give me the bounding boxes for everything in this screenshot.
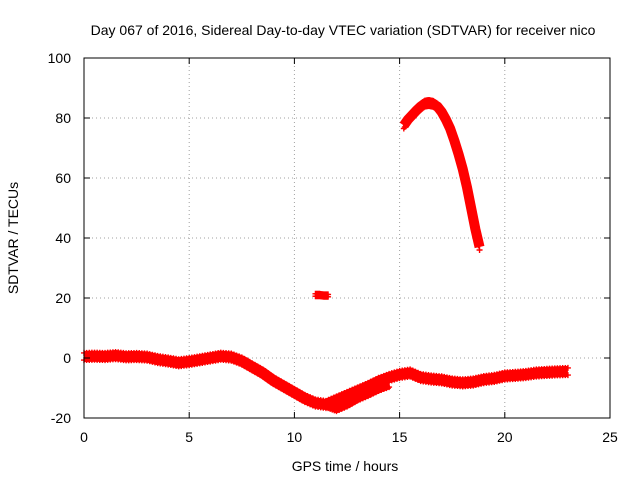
- data-point: [469, 207, 476, 214]
- data-point: [469, 213, 476, 220]
- data-point: [564, 372, 571, 379]
- data-point: [455, 148, 462, 154]
- data-point: [467, 196, 474, 203]
- data-point: [475, 236, 482, 243]
- data-point: [468, 202, 475, 208]
- data-point: [456, 151, 463, 158]
- y-tick-label: 60: [55, 170, 71, 186]
- data-point: [476, 241, 483, 247]
- data-point: [466, 197, 473, 204]
- data-point: [325, 293, 332, 300]
- y-tick-label: 100: [48, 50, 72, 66]
- axis-ticks: 0 5 10 15 20 25 -20 0 20 40 60 80 100: [48, 50, 618, 445]
- data-point: [470, 218, 477, 225]
- data-point: [470, 212, 477, 219]
- data-point: [450, 131, 457, 138]
- data-point: [467, 202, 474, 209]
- series-band: [326, 378, 392, 414]
- data-point: [386, 376, 393, 383]
- x-tick-label: 25: [602, 429, 618, 445]
- series-main-track: [81, 349, 571, 412]
- data-point: [453, 141, 460, 148]
- data-point: [464, 186, 471, 193]
- data-point: [468, 208, 475, 214]
- data-point: [458, 159, 465, 166]
- data-point: [464, 192, 471, 199]
- data-point: [462, 176, 469, 183]
- x-tick-label: 5: [185, 429, 193, 445]
- data-point: [386, 384, 393, 391]
- data-point: [466, 191, 473, 198]
- y-tick-label: 20: [55, 290, 71, 306]
- data-point: [449, 128, 456, 135]
- data-point: [471, 217, 478, 224]
- data-point: [564, 364, 571, 371]
- x-tick-label: 10: [287, 429, 303, 445]
- data-point: [448, 125, 455, 132]
- data-point: [451, 134, 458, 141]
- data-point: [476, 247, 483, 253]
- series-dip-branch: [325, 376, 393, 415]
- data-point: [463, 187, 470, 193]
- y-tick-label: 80: [55, 110, 71, 126]
- data-point: [474, 232, 481, 238]
- data-point: [454, 144, 461, 151]
- chart-title: Day 067 of 2016, Sidereal Day-to-day VTE…: [91, 22, 596, 38]
- data-point: [447, 122, 454, 129]
- series-satellite-arc: [399, 97, 485, 253]
- data-point: [452, 137, 459, 144]
- x-tick-label: 0: [80, 429, 88, 445]
- x-tick-label: 15: [392, 429, 408, 445]
- y-axis-label: SDTVAR / TECUs: [5, 182, 21, 294]
- data-point: [457, 155, 464, 162]
- data-point: [463, 181, 470, 187]
- data-point: [471, 223, 478, 230]
- series-band: [83, 350, 569, 411]
- data-point: [461, 172, 468, 178]
- data-point: [473, 227, 480, 234]
- y-tick-label: 40: [55, 230, 71, 246]
- data-series-layer: [81, 97, 571, 415]
- data-point: [460, 167, 467, 174]
- y-tick-label: -20: [51, 410, 71, 426]
- x-axis-label: GPS time / hours: [292, 458, 399, 474]
- data-point: [459, 163, 466, 169]
- series-isolated-cluster: [312, 290, 332, 300]
- y-tick-label: 0: [63, 350, 71, 366]
- x-tick-label: 20: [497, 429, 513, 445]
- series-band: [399, 98, 485, 249]
- data-point: [472, 223, 479, 229]
